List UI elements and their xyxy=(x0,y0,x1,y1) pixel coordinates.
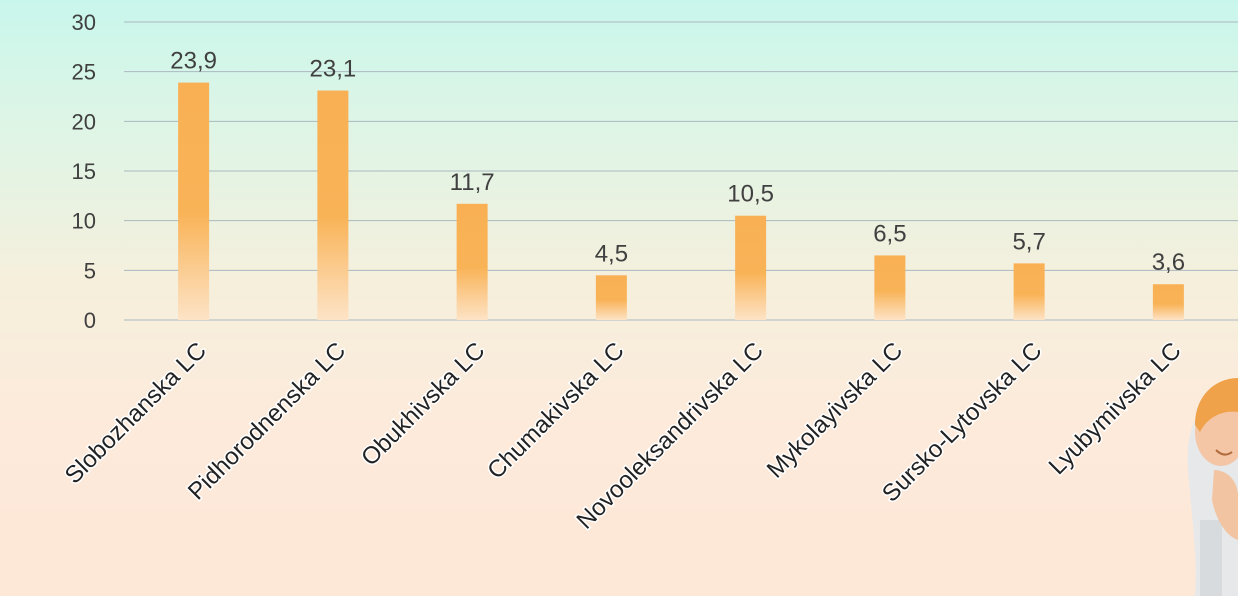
data-label: 6,5 xyxy=(873,220,906,247)
gridlines xyxy=(124,21,1238,321)
bar-7 xyxy=(1013,263,1045,320)
data-label: 3,6 xyxy=(1152,249,1185,276)
y-tick-label: 10 xyxy=(72,209,96,234)
y-tick-label: 30 xyxy=(72,10,96,35)
y-tick-label: 20 xyxy=(72,109,96,134)
bar-4 xyxy=(595,275,627,320)
x-category-label: Sursko-Lytovska LC xyxy=(877,337,1047,507)
y-tick-label: 0 xyxy=(84,308,96,333)
data-label: 10,5 xyxy=(727,181,774,208)
x-category-label: Pidhorodnenska LC xyxy=(183,337,351,505)
bar-1 xyxy=(178,82,210,321)
bar-5 xyxy=(735,215,767,320)
x-category-label: Mykolayivska LC xyxy=(762,337,908,483)
bar-8 xyxy=(1152,284,1184,320)
x-category-label: Slobozhanska LC xyxy=(60,337,212,489)
data-label: 4,5 xyxy=(595,240,628,267)
y-tick-label: 25 xyxy=(72,60,96,85)
data-labels: 23,9 23,1 11,7 4,5 10,5 6,5 5,7 3,6 xyxy=(170,48,1185,277)
cartoon-person-illustration xyxy=(1187,378,1238,596)
bar-6 xyxy=(874,255,906,320)
x-category-label: Obukhivska LC xyxy=(356,337,490,471)
bar-3 xyxy=(456,203,488,320)
data-label: 5,7 xyxy=(1012,228,1045,255)
data-label: 23,1 xyxy=(310,56,357,83)
y-tick-label: 5 xyxy=(84,258,96,283)
x-category-label: Lyubymivska LC xyxy=(1044,337,1187,480)
y-tick-label: 15 xyxy=(72,159,96,184)
bar-2 xyxy=(317,90,349,320)
y-axis-ticks: 0 5 10 15 20 25 30 xyxy=(72,10,96,333)
x-category-label: Chumakivska LC xyxy=(482,337,629,484)
data-label: 11,7 xyxy=(450,169,495,196)
data-label: 23,9 xyxy=(170,48,217,75)
bars xyxy=(178,82,1184,321)
